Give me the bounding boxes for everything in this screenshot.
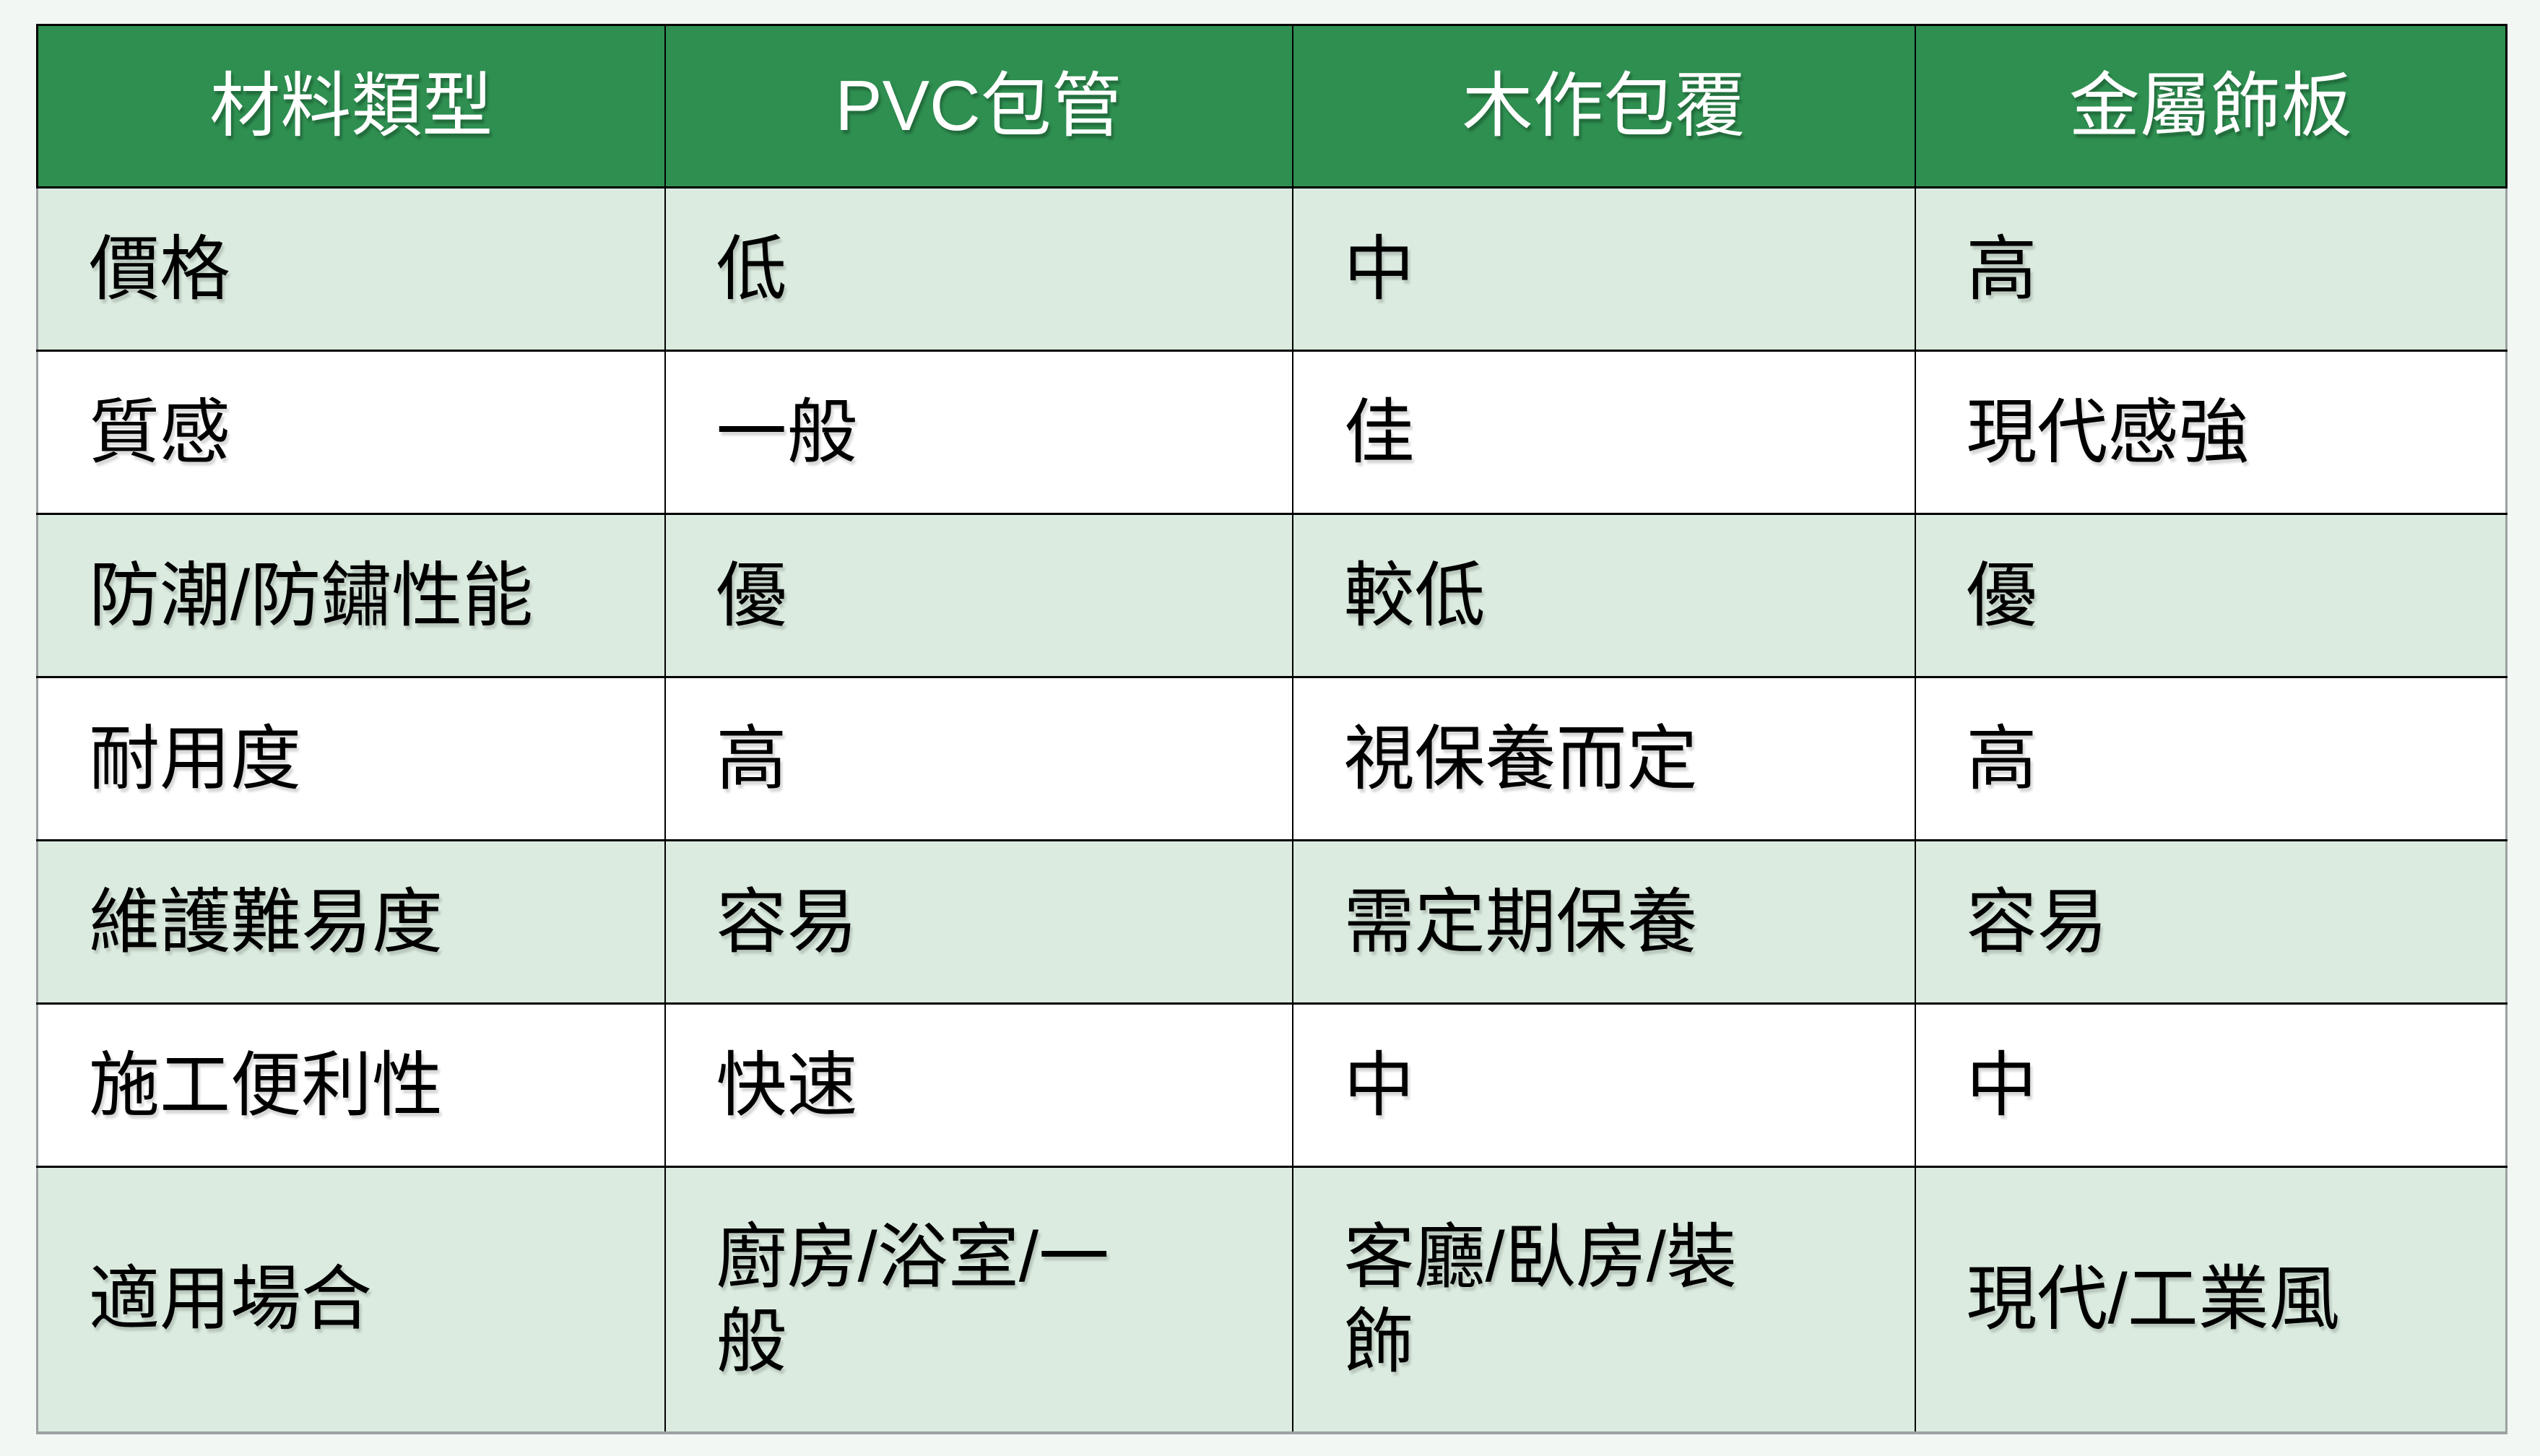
table-row-durability: 耐用度 高 視保養而定 高 bbox=[36, 676, 2508, 841]
value-cell: 容易 bbox=[1914, 839, 2508, 1005]
comparison-table: 材料類型 PVC包管 木作包覆 金屬飾板 價格 低 中 高 質感 一般 佳 現代… bbox=[36, 24, 2508, 1434]
value-cell: 佳 bbox=[1291, 350, 1916, 515]
value-cell: 中 bbox=[1914, 1002, 2508, 1168]
table-row-maintenance: 維護難易度 容易 需定期保養 容易 bbox=[36, 839, 2508, 1005]
row-label-cell: 施工便利性 bbox=[36, 1002, 666, 1168]
row-label-cell: 質感 bbox=[36, 350, 666, 515]
value-cell: 高 bbox=[664, 676, 1293, 841]
value-cell: 需定期保養 bbox=[1291, 839, 1916, 1005]
table-row-use-cases: 適用場合 廚房/浴室/一 般 客廳/臥房/裝 飾 現代/工業風 bbox=[36, 1166, 2508, 1434]
value-cell: 快速 bbox=[664, 1002, 1293, 1168]
table-row-moisture-rust: 防潮/防鏽性能 優 較低 優 bbox=[36, 513, 2508, 678]
value-cell: 中 bbox=[1291, 1002, 1916, 1168]
table-header-row: 材料類型 PVC包管 木作包覆 金屬飾板 bbox=[36, 24, 2508, 188]
value-cell: 優 bbox=[1914, 513, 2508, 678]
value-cell: 現代/工業風 bbox=[1914, 1166, 2508, 1434]
value-cell: 一般 bbox=[664, 350, 1293, 515]
row-label-cell: 耐用度 bbox=[36, 676, 666, 841]
header-cell-metal: 金屬飾板 bbox=[1914, 24, 2508, 188]
row-label-cell: 適用場合 bbox=[36, 1166, 666, 1434]
header-cell-material-type: 材料類型 bbox=[36, 24, 666, 188]
value-cell: 視保養而定 bbox=[1291, 676, 1916, 841]
value-cell: 現代感強 bbox=[1914, 350, 2508, 515]
row-label-cell: 價格 bbox=[36, 186, 666, 352]
table-row-price: 價格 低 中 高 bbox=[36, 186, 2508, 352]
table-row-installation: 施工便利性 快速 中 中 bbox=[36, 1002, 2508, 1168]
value-cell: 客廳/臥房/裝 飾 bbox=[1291, 1166, 1916, 1434]
header-cell-pvc: PVC包管 bbox=[664, 24, 1293, 188]
value-cell: 中 bbox=[1291, 186, 1916, 352]
value-cell: 較低 bbox=[1291, 513, 1916, 678]
row-label-cell: 防潮/防鏽性能 bbox=[36, 513, 666, 678]
value-cell: 高 bbox=[1914, 676, 2508, 841]
value-cell: 優 bbox=[664, 513, 1293, 678]
value-cell: 容易 bbox=[664, 839, 1293, 1005]
value-cell: 廚房/浴室/一 般 bbox=[664, 1166, 1293, 1434]
value-cell: 低 bbox=[664, 186, 1293, 352]
value-cell: 高 bbox=[1914, 186, 2508, 352]
table-row-texture: 質感 一般 佳 現代感強 bbox=[36, 350, 2508, 515]
row-label-cell: 維護難易度 bbox=[36, 839, 666, 1005]
header-cell-wood: 木作包覆 bbox=[1291, 24, 1916, 188]
